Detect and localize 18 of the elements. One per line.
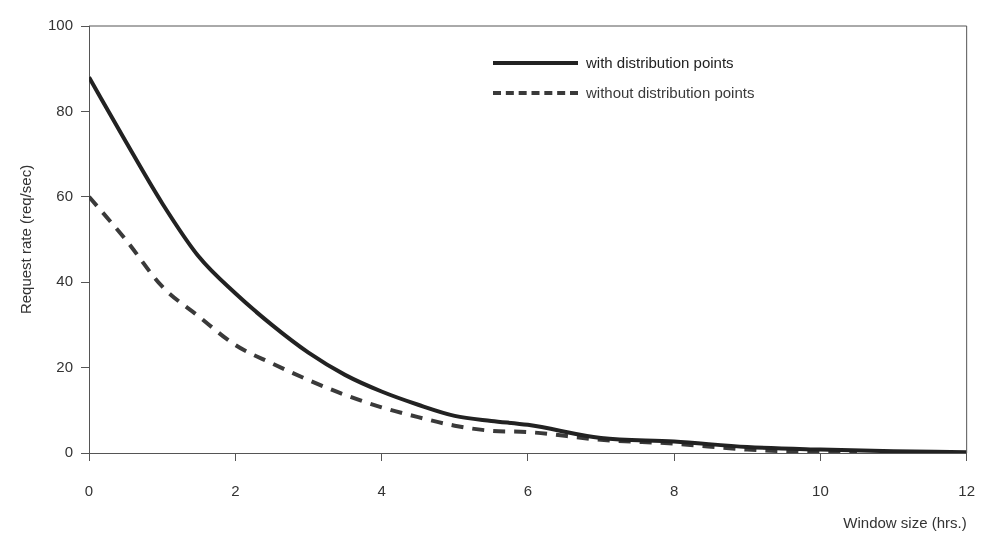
x-tick-label: 8 xyxy=(669,482,679,500)
y-tick-label: 20 xyxy=(56,357,74,375)
x-tick-label: 2 xyxy=(231,482,240,500)
y-tick-label: 0 xyxy=(64,443,74,461)
y-axis-title: Request rate (req/sec) xyxy=(17,164,35,315)
x-tick-label: 4 xyxy=(377,482,386,500)
text: without distribution points xyxy=(586,83,755,103)
x-tick-label: 12 xyxy=(958,482,975,500)
line-series xyxy=(89,194,859,453)
y-tick-label: 100 xyxy=(48,16,74,34)
x-tick-label: 10 xyxy=(812,482,829,500)
y-tick-label: 80 xyxy=(56,101,74,119)
y-tick-label: 40 xyxy=(56,272,74,290)
x-tick-label: 0 xyxy=(84,482,94,500)
x-axis-title: Window size (hrs.) xyxy=(843,514,967,532)
x-tick-label: 6 xyxy=(523,482,533,500)
text: with distribution points xyxy=(586,53,734,73)
y-tick-label: 60 xyxy=(56,186,74,204)
